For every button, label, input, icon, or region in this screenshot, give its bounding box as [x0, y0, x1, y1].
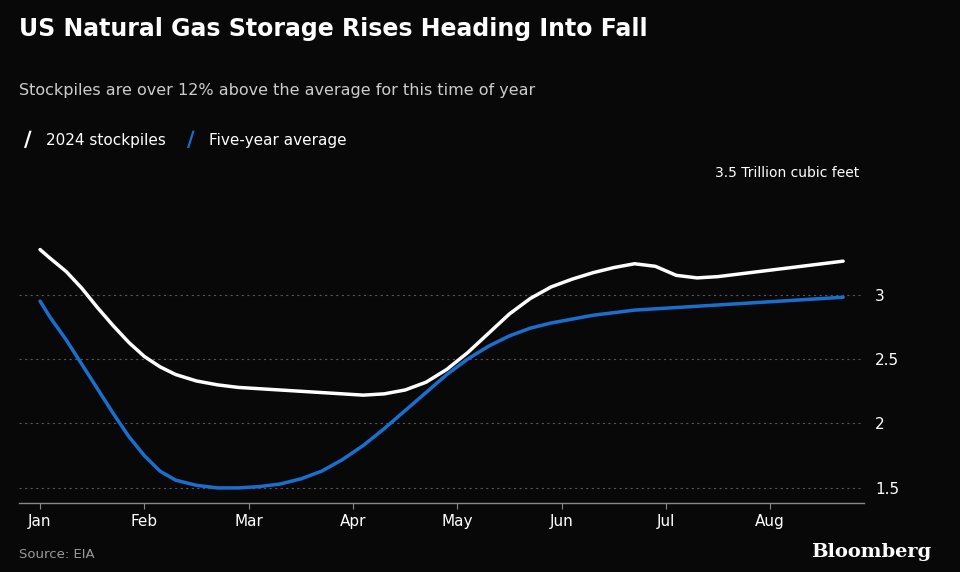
Text: ∕: ∕: [187, 130, 195, 150]
Text: US Natural Gas Storage Rises Heading Into Fall: US Natural Gas Storage Rises Heading Int…: [19, 17, 648, 41]
Text: 2024 stockpiles: 2024 stockpiles: [46, 133, 166, 148]
Text: ∕: ∕: [24, 130, 32, 150]
Text: Five-year average: Five-year average: [209, 133, 347, 148]
Text: Stockpiles are over 12% above the average for this time of year: Stockpiles are over 12% above the averag…: [19, 83, 536, 98]
Text: Bloomberg: Bloomberg: [811, 543, 931, 561]
Text: 3.5 Trillion cubic feet: 3.5 Trillion cubic feet: [715, 166, 859, 180]
Text: Source: EIA: Source: EIA: [19, 547, 95, 561]
